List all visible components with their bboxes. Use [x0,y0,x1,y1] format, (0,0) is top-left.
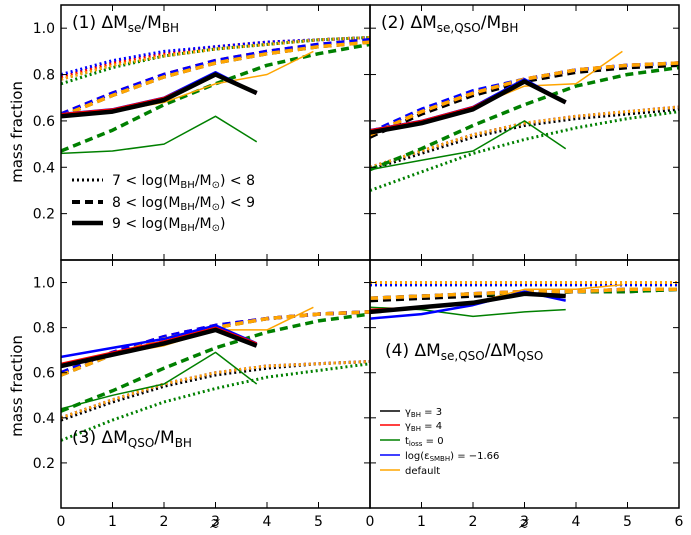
series-line-2-3 [370,105,679,169]
x-tick-label: 6 [675,514,684,530]
series-line-2-10 [370,120,567,171]
y-tick-label: 0.8 [33,68,55,84]
mass-bin-legend: 7 < log(MBH/M⊙) < 8 8 < log(MBH/M⊙) < 9 … [72,173,255,234]
y-tick-label: 0.2 [33,456,55,472]
panel-1-series [61,36,370,155]
x-tick-label: 1 [108,514,117,530]
series-line-3-2 [61,362,370,442]
series-line-1-14 [61,72,258,119]
series-line-3-7 [61,312,370,413]
y-tick-label: 0.6 [33,114,55,130]
series-line-1-11 [61,50,314,118]
x-tick-label: 4 [572,514,581,530]
series-line-4-14 [370,291,566,315]
x-tick-label: 5 [314,514,323,530]
panel-3: 0.2 0.4 0.6 0.8 1.0 0 1 2 3 4 5 [33,259,371,530]
legend-bin-8-9: 8 < log(MBH/M⊙) < 9 [112,195,255,213]
x-tick-label: 4 [263,514,272,530]
y-tick-label: 0.4 [33,411,55,427]
y-tick-label: 1.0 [33,21,55,37]
model-legend: γBH = 3 γBH = 4 tloss = 0 log(εSMBH) = −… [380,407,499,477]
panel-2 [369,4,680,261]
series-line-2-4 [370,105,679,169]
panel-4: 0 1 2 3 4 5 6 [366,259,684,530]
y-tick-label: 0.6 [33,366,55,382]
y-axis-label-top: mass fraction [8,81,26,183]
series-line-2-1 [370,105,679,169]
series-line-1-4 [61,36,370,81]
y-tick-label: 0.8 [33,321,55,337]
x-tick-label: 0 [57,514,66,530]
panel-3-frame [60,259,371,509]
series-line-1-9 [61,40,370,118]
legend-bin-7-8: 7 < log(MBH/M⊙) < 8 [112,173,255,191]
panel-2-title: (2) ΔMse,QSO/MBH [381,13,518,35]
y-tick-label: 0.2 [33,207,55,223]
y-tick-label: 0.4 [33,160,55,176]
legend-bin-9: 9 < log(MBH/M⊙) [112,216,225,234]
x-tick-label: 1 [417,514,426,530]
x-tick-label: 5 [623,514,632,530]
series-line-1-7 [61,42,370,153]
legend-model-tloss: tloss = 0 [405,436,444,448]
series-line-3-10 [61,351,258,410]
x-tick-label: 3 [520,514,529,530]
x-tick-label: 3 [211,514,220,530]
legend-model-default: default [405,466,440,477]
x-axis-label-left: z [210,513,221,533]
series-line-2-9 [370,61,679,137]
x-tick-label: 2 [160,514,169,530]
series-line-3-14 [61,327,258,369]
panel-4-series [370,281,679,320]
panel-3-title: (3) ΔMQSO/MBH [72,428,192,450]
x-axis-label-right: z [519,513,530,533]
series-line-2-5 [370,63,679,139]
panel-1: 0.2 0.4 0.6 0.8 1.0 [33,4,371,261]
x-tick-label: 2 [469,514,478,530]
series-line-3-1 [61,360,370,420]
panel-4-title: (4) ΔMse,QSO/ΔMQSO [385,341,543,363]
x-tick-label: 0 [366,514,375,530]
y-axis-label-bottom: mass fraction [8,335,26,437]
series-line-3-3 [61,360,370,420]
panels: 0.2 0.4 0.6 0.8 1.0 0.2 0.4 0.6 0.8 1.0 0 1 2 3 4 5 0 1 2 3… [33,4,684,530]
legend-model-gamma3: γBH = 3 [405,407,442,419]
series-line-3-0 [61,360,370,422]
panel-2-frame [369,4,680,261]
panel-3-series [61,306,370,442]
legend-model-eps: log(εSMBH) = −1.66 [405,451,499,463]
series-line-1-5 [61,40,370,118]
series-line-2-0 [370,107,679,172]
legend-model-gamma4: γBH = 4 [405,421,442,433]
series-line-2-14 [370,79,567,135]
y-tick-label: 1.0 [33,276,55,292]
panel-1-title: (1) ΔMse/MBH [72,13,179,35]
series-line-1-8 [61,38,370,116]
panel-2-series [370,50,679,192]
series-line-2-7 [370,65,679,172]
series-line-3-12 [61,324,258,359]
series-line-1-10 [61,115,258,155]
series-line-3-4 [61,360,370,420]
